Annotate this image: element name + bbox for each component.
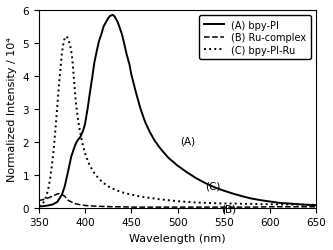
Text: (B): (B): [221, 204, 236, 214]
Text: (A): (A): [180, 136, 195, 146]
Text: (C): (C): [205, 181, 221, 191]
X-axis label: Wavelength (nm): Wavelength (nm): [129, 233, 226, 243]
Legend: (A) bpy-PI, (B) Ru-complex, (C) bpy-PI-Ru: (A) bpy-PI, (B) Ru-complex, (C) bpy-PI-R…: [199, 16, 311, 60]
Y-axis label: Normalized Intensity / 10⁴: Normalized Intensity / 10⁴: [7, 37, 17, 182]
